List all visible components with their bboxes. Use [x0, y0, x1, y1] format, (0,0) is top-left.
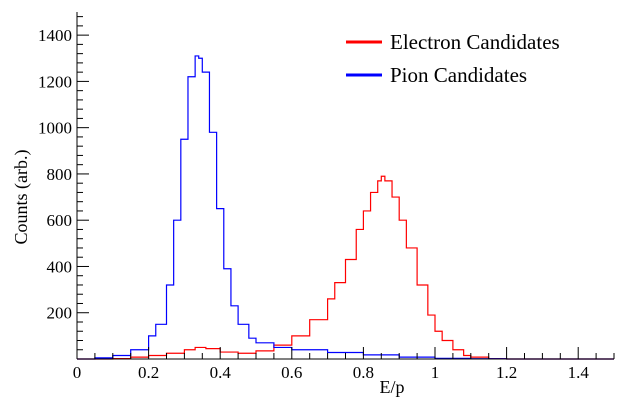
y-tick-label: 800 — [47, 165, 73, 184]
plot-area — [77, 55, 614, 360]
legend: Electron Candidates Pion Candidates — [346, 30, 560, 87]
x-tick-label: 0.2 — [138, 363, 159, 382]
x-tick-label: 0 — [73, 363, 82, 382]
y-tick-label: 200 — [47, 304, 73, 323]
series-line-electron — [77, 175, 614, 360]
x-tick-label: 1.2 — [496, 363, 517, 382]
y-tick-label: 600 — [47, 211, 73, 230]
y-axis-title: Counts (arb.) — [11, 150, 32, 245]
x-tick-label: 1 — [431, 363, 440, 382]
y-tick-label: 1200 — [38, 72, 72, 91]
y-tick-label: 1000 — [38, 119, 72, 138]
x-tick-label: 1.4 — [568, 363, 590, 382]
legend-label-electron: Electron Candidates — [390, 30, 560, 54]
x-axis-title: E/p — [380, 377, 405, 397]
axes: 0 0.2 0.4 0.6 0.8 1 1.2 1.4 200 400 600 800 1000 1200… — [11, 12, 615, 397]
y-tick-label: 1400 — [38, 26, 72, 45]
series-line-pion — [77, 55, 614, 360]
x-tick-label: 0.6 — [281, 363, 302, 382]
y-tick-label: 400 — [47, 257, 73, 276]
x-tick-label: 0.4 — [210, 363, 232, 382]
legend-label-pion: Pion Candidates — [390, 63, 527, 87]
x-tick-label: 0.8 — [353, 363, 374, 382]
